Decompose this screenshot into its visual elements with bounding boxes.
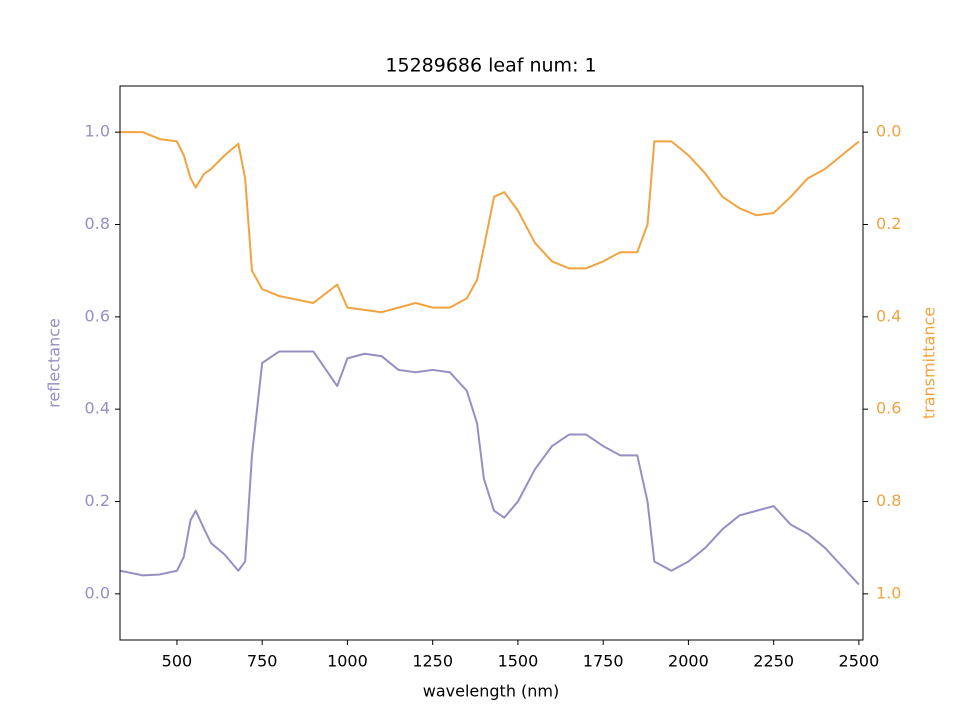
plot-frame xyxy=(119,85,864,641)
x-tick-label: 1750 xyxy=(583,652,624,671)
y-tick-label: 1.0 xyxy=(85,122,110,141)
series-line xyxy=(120,131,860,314)
y2-tick-label: 1.0 xyxy=(876,583,901,602)
y-tick-label: 0.6 xyxy=(85,306,110,325)
y2-tick-label: 0.6 xyxy=(876,399,901,418)
x-tick-label: 2250 xyxy=(753,652,794,671)
x-tick-label: 1000 xyxy=(327,652,368,671)
y-tick-label: 0.4 xyxy=(85,399,110,418)
y-tick-label: 0.8 xyxy=(85,214,110,233)
x-tick-label: 1500 xyxy=(498,652,539,671)
x-tick-label: 2500 xyxy=(839,652,880,671)
x-tick-label: 750 xyxy=(247,652,278,671)
x-tick-label: 1250 xyxy=(412,652,453,671)
y2-tick-label: 0.2 xyxy=(876,214,901,233)
y2-axis-label: transmittance xyxy=(920,307,939,419)
y-tick-label: 0.2 xyxy=(85,491,110,510)
y2-tick-label: 0.0 xyxy=(876,122,901,141)
x-tick-label: 500 xyxy=(162,652,193,671)
y-axis-label: reflectance xyxy=(45,318,64,408)
x-tick-label: 2000 xyxy=(668,652,709,671)
chart-title: 15289686 leaf num: 1 xyxy=(385,55,596,77)
y-tick-label: 0.0 xyxy=(85,583,110,602)
x-axis-label: wavelength (nm) xyxy=(423,682,560,701)
y2-tick-label: 0.8 xyxy=(876,491,901,510)
y2-tick-label: 0.4 xyxy=(876,306,901,325)
series-line xyxy=(119,350,860,586)
